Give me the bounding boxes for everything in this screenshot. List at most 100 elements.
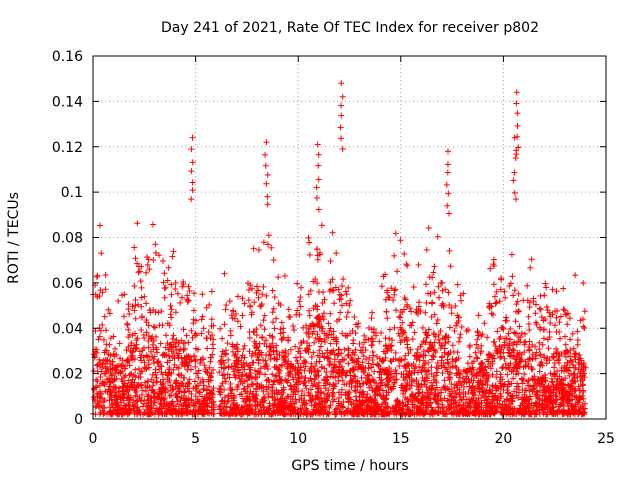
- data-point: [210, 366, 217, 373]
- data-point: [473, 354, 480, 361]
- data-point: [210, 384, 217, 391]
- data-point: [436, 294, 443, 301]
- data-point: [356, 340, 363, 347]
- data-point: [490, 256, 497, 263]
- data-point: [369, 357, 376, 364]
- data-point: [338, 112, 345, 119]
- data-point: [581, 324, 588, 331]
- data-point: [493, 299, 500, 306]
- data-point: [262, 162, 269, 169]
- data-point: [127, 370, 134, 377]
- data-point: [101, 313, 108, 320]
- data-point: [188, 196, 195, 203]
- data-point: [154, 378, 161, 385]
- data-point: [515, 389, 522, 396]
- data-point: [415, 389, 422, 396]
- data-point: [402, 296, 409, 303]
- data-point: [225, 356, 232, 363]
- x-tick-label: 25: [597, 431, 615, 447]
- data-point: [580, 280, 587, 287]
- data-point: [217, 325, 224, 332]
- data-point: [525, 313, 532, 320]
- data-point: [264, 193, 271, 200]
- data-point: [526, 338, 533, 345]
- data-point: [139, 387, 146, 394]
- data-point: [532, 310, 539, 317]
- data-point: [297, 294, 304, 301]
- data-point: [435, 283, 442, 290]
- data-point: [514, 298, 521, 305]
- data-point: [446, 210, 453, 217]
- data-point: [96, 222, 103, 229]
- data-point: [541, 292, 548, 299]
- y-tick-label: 0.12: [52, 140, 83, 156]
- data-point: [161, 270, 168, 277]
- data-point: [512, 318, 519, 325]
- data-point: [138, 326, 145, 333]
- data-point: [131, 283, 138, 290]
- data-point: [475, 312, 482, 319]
- data-point: [392, 286, 399, 293]
- data-point: [315, 176, 322, 183]
- data-point: [279, 335, 286, 342]
- data-point: [502, 317, 509, 324]
- data-point: [209, 351, 216, 358]
- data-point: [135, 269, 142, 276]
- data-point: [434, 316, 441, 323]
- data-point: [570, 345, 577, 352]
- data-point: [93, 273, 100, 280]
- data-point: [386, 335, 393, 342]
- data-point: [410, 284, 417, 291]
- data-point: [210, 336, 217, 343]
- data-point: [540, 335, 547, 342]
- data-point: [401, 294, 408, 301]
- data-point: [144, 378, 151, 385]
- data-point: [317, 343, 324, 350]
- data-point: [263, 180, 270, 187]
- data-point: [339, 377, 346, 384]
- data-point: [481, 320, 488, 327]
- data-point: [397, 324, 404, 331]
- data-point: [293, 354, 300, 361]
- data-point: [116, 340, 123, 347]
- data-point: [369, 309, 376, 316]
- data-point: [439, 279, 446, 286]
- data-point: [327, 310, 334, 317]
- data-point: [562, 341, 569, 348]
- data-point: [208, 288, 215, 295]
- data-point: [314, 246, 321, 253]
- data-point: [172, 309, 179, 316]
- data-point: [218, 383, 225, 390]
- data-point: [343, 313, 350, 320]
- data-point: [140, 332, 147, 339]
- grid: [93, 56, 606, 419]
- data-point: [382, 335, 389, 342]
- data-point: [245, 297, 252, 304]
- data-point: [246, 334, 253, 341]
- data-point: [563, 347, 570, 354]
- data-point: [528, 256, 535, 263]
- data-point: [577, 317, 584, 324]
- data-point: [315, 162, 322, 169]
- data-point: [510, 292, 517, 299]
- data-point: [232, 311, 239, 318]
- data-point: [319, 300, 326, 307]
- data-point: [507, 280, 514, 287]
- data-point: [444, 161, 451, 168]
- data-point: [338, 102, 345, 109]
- data-point: [490, 311, 497, 318]
- data-point: [327, 340, 334, 347]
- data-point: [143, 300, 150, 307]
- data-point: [375, 362, 382, 369]
- data-point: [313, 359, 320, 366]
- data-point: [423, 299, 430, 306]
- data-point: [261, 326, 268, 333]
- data-point: [442, 286, 449, 293]
- data-point: [415, 261, 422, 268]
- data-point: [260, 317, 267, 324]
- data-point: [139, 403, 146, 410]
- data-point: [162, 332, 169, 339]
- data-point: [351, 313, 358, 320]
- data-point: [250, 329, 257, 336]
- data-point: [251, 299, 258, 306]
